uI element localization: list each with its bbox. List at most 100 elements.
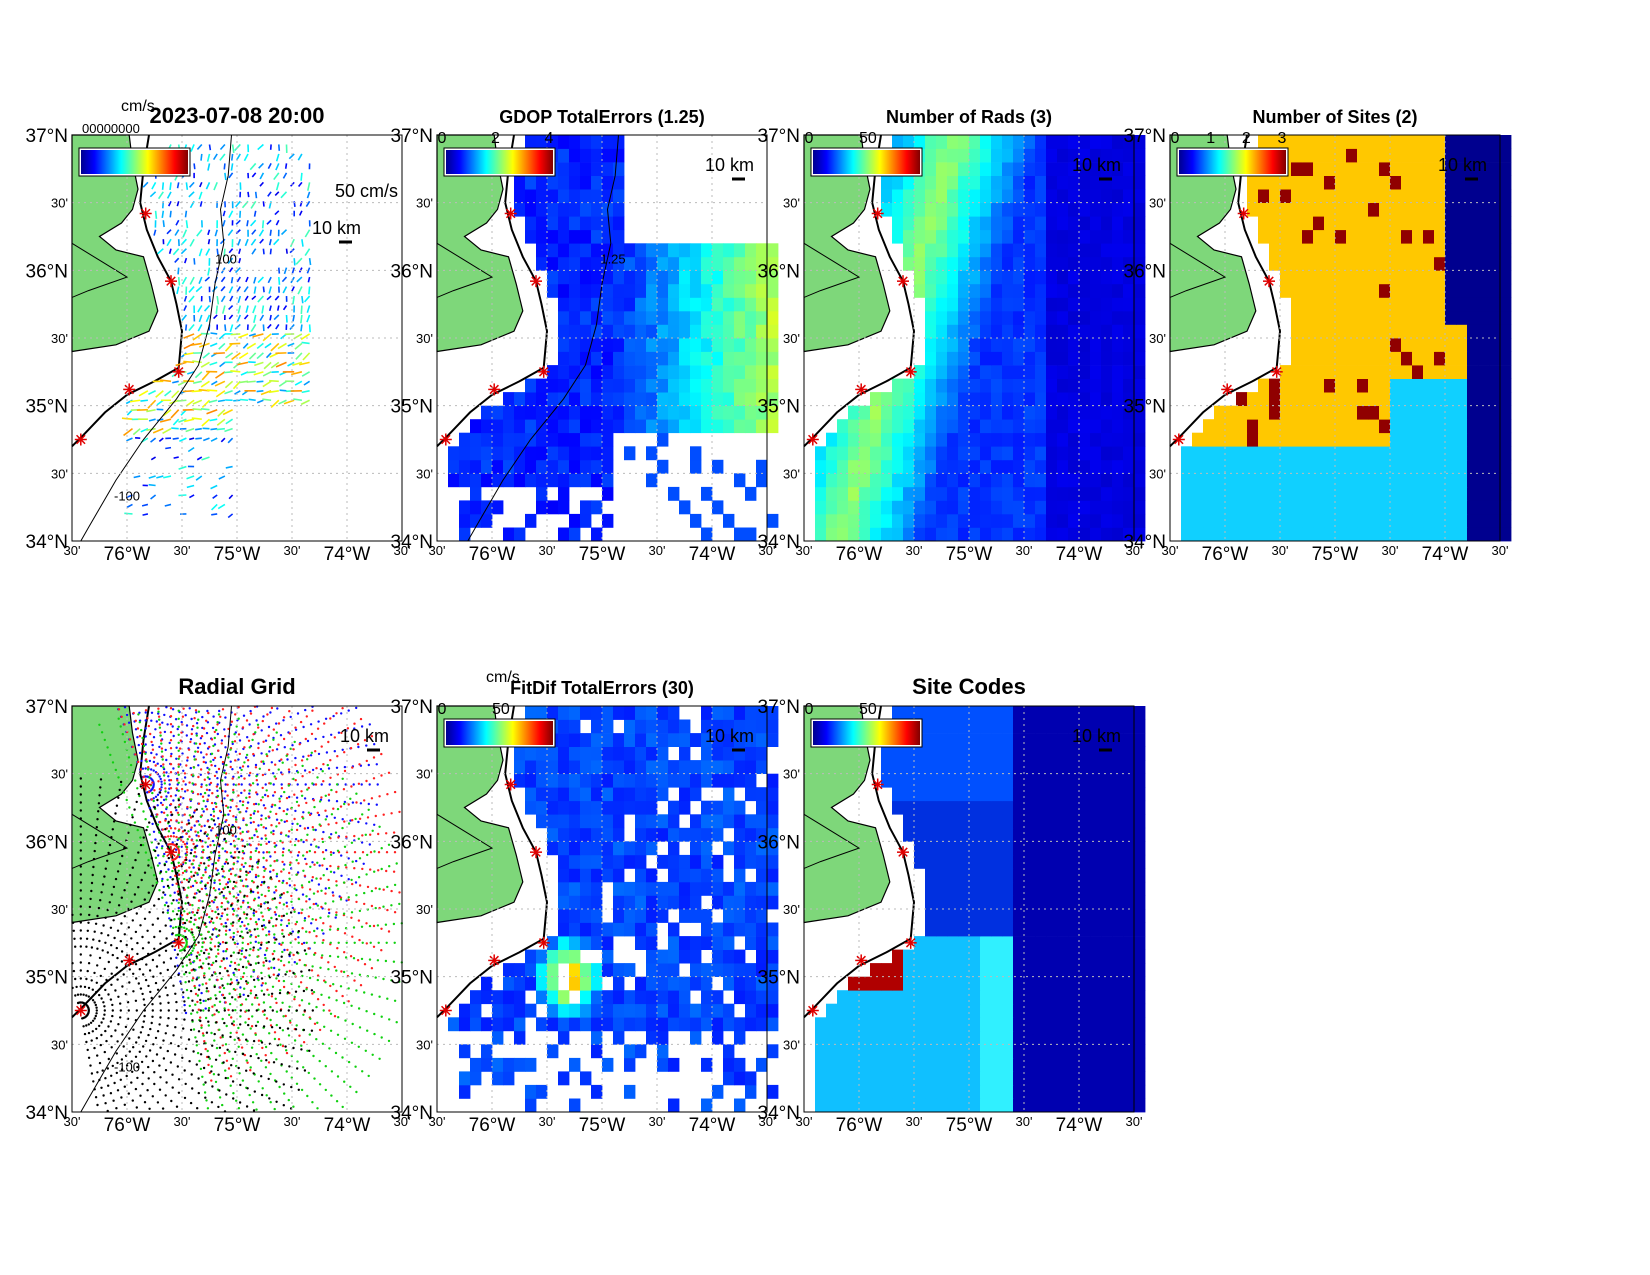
radial-grid-point xyxy=(191,911,195,914)
radial-grid-point xyxy=(213,774,217,778)
radial-grid-point xyxy=(347,803,350,806)
current-vector xyxy=(236,361,249,366)
heatmap-cell xyxy=(1434,189,1446,203)
heatmap-cell xyxy=(1101,446,1113,461)
radial-grid-point xyxy=(127,721,131,724)
radial-grid-point xyxy=(359,984,363,987)
heatmap-cell xyxy=(1346,338,1358,352)
radial-grid-point xyxy=(287,849,291,852)
heatmap-cell xyxy=(624,338,636,352)
heatmap-cell xyxy=(624,351,636,366)
current-vector xyxy=(258,229,265,237)
radial-grid-point xyxy=(216,869,219,872)
heatmap-cell xyxy=(1456,256,1468,271)
current-vector xyxy=(200,361,210,368)
radial-grid-point xyxy=(204,871,207,874)
heatmap-cell xyxy=(936,365,948,379)
radial-grid-point xyxy=(161,803,164,807)
current-vector xyxy=(189,276,195,285)
heatmap-cell xyxy=(602,243,614,258)
radial-grid-point xyxy=(237,907,240,910)
heatmap-cell xyxy=(859,500,871,515)
current-vector xyxy=(199,201,203,207)
heatmap-cell xyxy=(925,324,937,339)
radial-grid-point xyxy=(234,750,238,753)
heatmap-cell xyxy=(1456,148,1468,163)
heatmap-cell xyxy=(1090,243,1102,258)
heatmap-cell xyxy=(1269,216,1281,231)
radial-grid-point xyxy=(227,974,230,977)
radial-grid-point xyxy=(226,918,229,921)
current-vector xyxy=(185,427,195,433)
heatmap-cell xyxy=(569,189,581,203)
radial-grid-point xyxy=(307,786,310,790)
heatmap-cell xyxy=(635,297,647,312)
heatmap-cell xyxy=(1068,432,1080,447)
heatmap-cell xyxy=(925,527,937,542)
heatmap-cell xyxy=(569,459,581,474)
radial-grid-point xyxy=(333,1015,337,1018)
heatmap-cell xyxy=(1434,486,1446,501)
heatmap-cell xyxy=(1258,175,1270,190)
radial-grid-point xyxy=(248,795,251,799)
radial-grid-point xyxy=(360,783,363,786)
heatmap-cell xyxy=(1013,310,1025,325)
heatmap-cell xyxy=(1489,513,1501,528)
radial-grid-point xyxy=(203,791,207,795)
radial-grid-point xyxy=(188,835,191,838)
heatmap-cell xyxy=(1313,392,1325,406)
heatmap-cell xyxy=(1467,365,1479,379)
heatmap-cell xyxy=(1324,473,1336,488)
heatmap-cell xyxy=(1324,405,1336,420)
radial-grid-point xyxy=(222,986,226,990)
radial-grid-point xyxy=(174,827,177,830)
heatmap-cell xyxy=(591,459,603,474)
heatmap-cell xyxy=(1401,243,1413,258)
heatmap-cell xyxy=(947,189,959,203)
radial-grid-point xyxy=(314,737,317,741)
radial-grid-point xyxy=(328,911,331,915)
radial-grid-point xyxy=(264,982,267,985)
radial-grid-point xyxy=(262,924,266,927)
radial-grid-point xyxy=(246,801,250,804)
heatmap-cell xyxy=(1401,446,1413,461)
heatmap-cell xyxy=(1368,405,1380,420)
heatmap-cell xyxy=(668,310,680,325)
heatmap-cell xyxy=(767,419,779,434)
heatmap-cell xyxy=(1412,297,1424,312)
heatmap-cell xyxy=(1423,378,1435,393)
colorbar-tick-label: 2 xyxy=(1242,130,1251,147)
heatmap-cell xyxy=(1324,283,1336,298)
heatmap-cell xyxy=(936,243,948,258)
radial-grid-point xyxy=(209,941,212,944)
radial-grid-point xyxy=(250,907,253,911)
radial-grid-point xyxy=(287,922,291,925)
radial-grid-point xyxy=(247,923,250,926)
radial-grid-point xyxy=(209,997,212,1000)
current-vector xyxy=(257,143,264,151)
radial-grid-point xyxy=(207,858,210,862)
heatmap-cell xyxy=(837,527,849,542)
heatmap-cell xyxy=(657,283,669,298)
heatmap-cell xyxy=(1291,365,1303,379)
radial-grid-point xyxy=(184,902,187,905)
current-vector xyxy=(205,182,211,190)
current-vector xyxy=(227,257,234,264)
heatmap-cell xyxy=(1390,148,1402,163)
current-vector xyxy=(300,399,310,406)
heatmap-cell xyxy=(947,500,959,515)
radial-grid-point xyxy=(217,888,221,891)
heatmap-cell xyxy=(947,527,959,542)
panel-sites: 37°N30'36°N30'35°N30'34°N30' 76°W 30' 75°W 3… xyxy=(1124,107,1512,565)
current-vector xyxy=(231,144,235,153)
heatmap-cell xyxy=(1500,378,1512,393)
current-vector xyxy=(214,380,226,387)
heatmap-cell xyxy=(1112,324,1124,339)
heatmap-cell xyxy=(980,202,992,217)
radial-grid-point xyxy=(237,968,241,972)
radial-grid-point xyxy=(305,801,308,805)
current-vector xyxy=(208,399,218,404)
radial-grid-point xyxy=(177,885,180,888)
heatmap-cell xyxy=(1335,405,1347,420)
heatmap-cell xyxy=(848,459,860,474)
